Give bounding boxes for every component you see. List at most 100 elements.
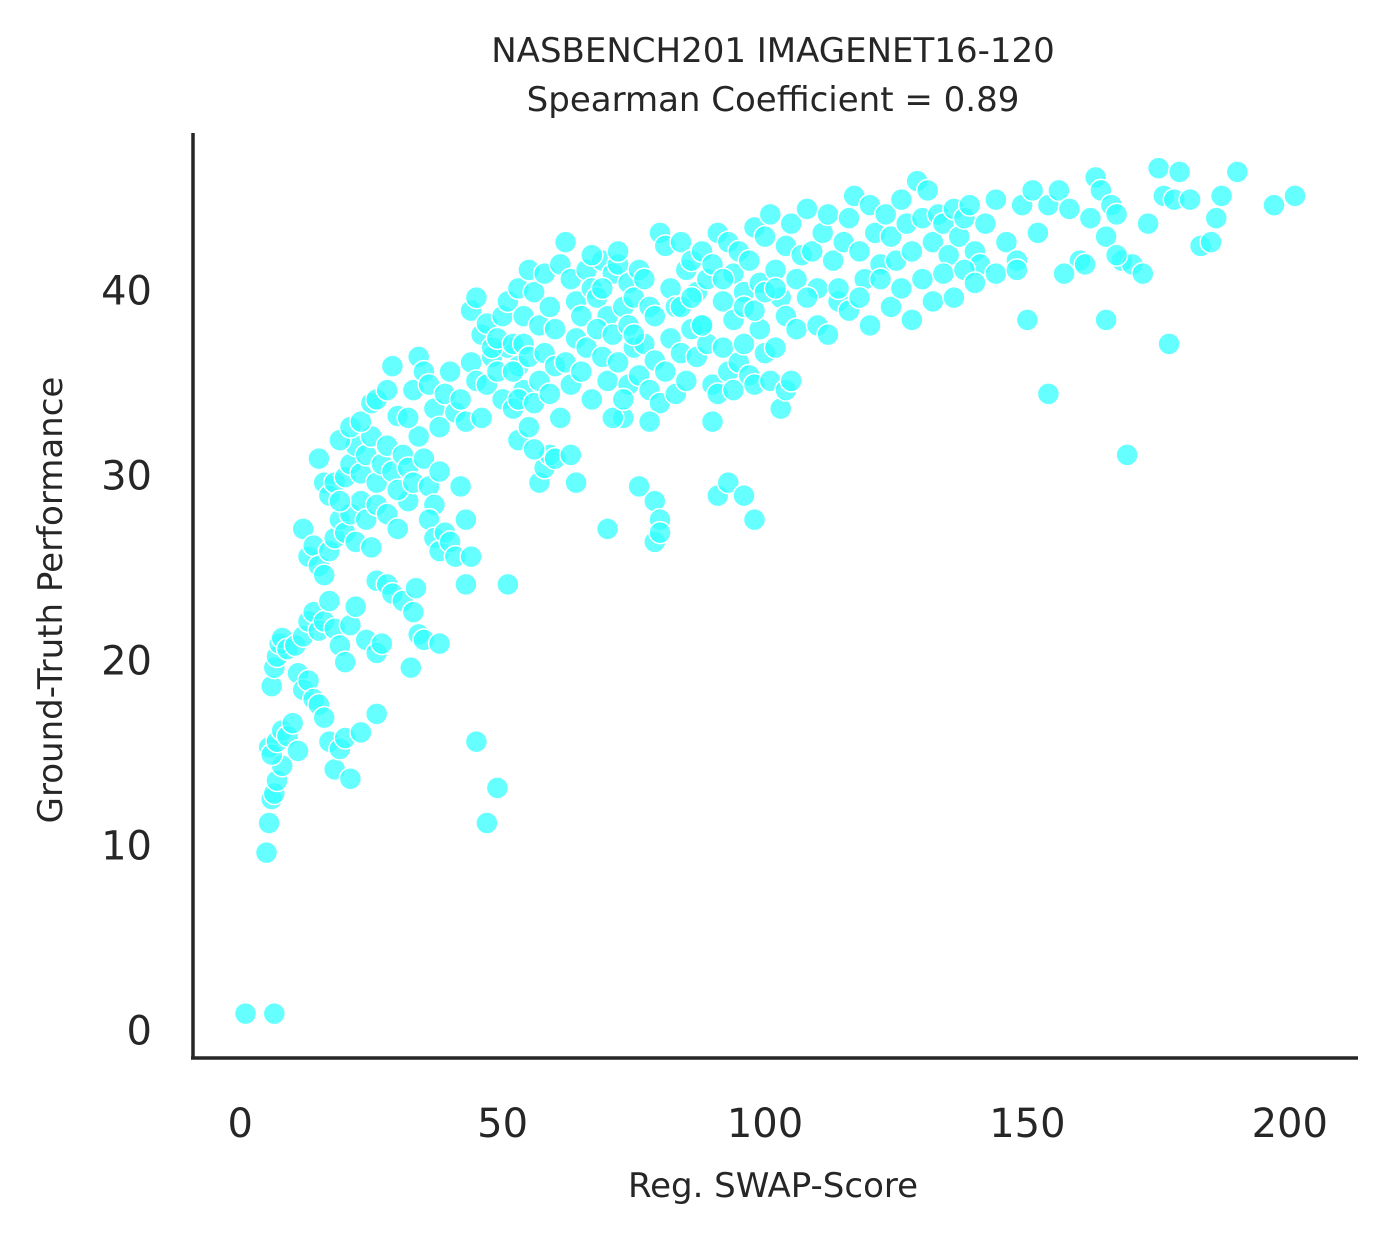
- data-point: [1005, 258, 1029, 282]
- y-tick-label: 40: [101, 268, 152, 314]
- data-point: [485, 776, 510, 800]
- data-point: [711, 267, 735, 291]
- data-point: [847, 239, 872, 264]
- x-tick-label: 200: [1252, 1101, 1328, 1147]
- data-point: [286, 739, 310, 763]
- data-point: [795, 197, 819, 221]
- data-point: [732, 483, 756, 508]
- data-point: [1104, 202, 1129, 227]
- data-point: [679, 285, 704, 310]
- data-point: [262, 1001, 287, 1026]
- data-point: [837, 206, 861, 230]
- data-point: [548, 406, 573, 430]
- data-point: [454, 507, 478, 532]
- y-tick-label: 30: [101, 453, 152, 499]
- data-point: [1020, 178, 1045, 203]
- data-point: [564, 470, 588, 495]
- data-point: [868, 267, 893, 291]
- x-tick-label: 100: [727, 1101, 803, 1147]
- data-point: [307, 446, 331, 471]
- data-point: [1136, 211, 1160, 236]
- data-point: [800, 239, 824, 264]
- data-point: [858, 313, 882, 338]
- data-point: [559, 443, 583, 467]
- data-points: [233, 156, 1307, 1026]
- data-point: [401, 600, 426, 624]
- data-point: [522, 437, 546, 462]
- data-point: [1047, 178, 1071, 203]
- data-point: [569, 304, 594, 328]
- data-point: [611, 387, 636, 412]
- data-point: [753, 224, 777, 249]
- data-point: [1209, 184, 1234, 208]
- data-point: [779, 211, 803, 236]
- data-point: [291, 517, 315, 541]
- data-point: [931, 261, 956, 286]
- data-point: [700, 409, 725, 434]
- data-point: [1057, 197, 1082, 221]
- data-point: [317, 589, 342, 613]
- data-point: [427, 459, 452, 484]
- data-point: [1094, 308, 1118, 332]
- data-point: [779, 369, 803, 393]
- data-point: [448, 387, 473, 412]
- data-point: [590, 276, 615, 301]
- data-point: [580, 243, 604, 267]
- data-point: [312, 705, 336, 730]
- data-point: [312, 563, 336, 587]
- data-point: [364, 702, 389, 726]
- chart-subtitle: Spearman Coefficient = 0.89: [527, 80, 1020, 120]
- data-point: [889, 276, 914, 301]
- chart-title: NASBENCH201 IMAGENET16-120: [491, 31, 1055, 71]
- data-point: [879, 224, 903, 249]
- data-point: [1052, 261, 1076, 286]
- data-point: [338, 766, 363, 791]
- data-point: [957, 193, 982, 217]
- data-point: [343, 594, 368, 619]
- data-point: [404, 576, 428, 600]
- data-point: [737, 248, 762, 273]
- data-point: [333, 650, 357, 674]
- data-point: [732, 332, 756, 356]
- data-point: [553, 230, 578, 254]
- data-point: [900, 239, 924, 264]
- x-tick-label: 50: [477, 1101, 528, 1147]
- data-point: [280, 711, 305, 735]
- data-point: [763, 276, 788, 301]
- data-point: [538, 295, 562, 319]
- data-point: [847, 285, 872, 310]
- data-point: [1094, 224, 1118, 249]
- y-tick-label: 10: [101, 823, 152, 869]
- data-point: [459, 544, 483, 569]
- data-point: [328, 489, 352, 513]
- data-point: [622, 322, 646, 347]
- data-point: [758, 202, 783, 227]
- data-point: [784, 267, 809, 291]
- data-point: [763, 335, 788, 360]
- data-point: [580, 387, 604, 412]
- data-point: [1204, 206, 1229, 230]
- data-point: [994, 230, 1019, 254]
- data-point: [973, 211, 998, 236]
- data-point: [396, 406, 420, 430]
- data-point: [795, 285, 819, 310]
- y-axis-label: Ground-Truth Performance: [31, 377, 71, 824]
- data-point: [889, 187, 914, 212]
- data-point: [427, 631, 452, 656]
- data-point: [257, 811, 281, 835]
- data-point: [233, 1001, 258, 1026]
- data-point: [1131, 261, 1155, 286]
- data-point: [984, 261, 1008, 286]
- data-point: [1199, 230, 1223, 254]
- y-tick-label: 20: [101, 638, 152, 684]
- data-point: [1104, 243, 1129, 267]
- data-point: [1178, 187, 1202, 212]
- data-point: [963, 271, 987, 295]
- x-axis-ticks: 0 50 100 150 200: [227, 1101, 1328, 1147]
- data-point: [648, 520, 672, 545]
- data-point: [359, 535, 384, 560]
- data-point: [1157, 332, 1181, 356]
- data-point: [412, 446, 436, 471]
- data-point: [816, 322, 840, 347]
